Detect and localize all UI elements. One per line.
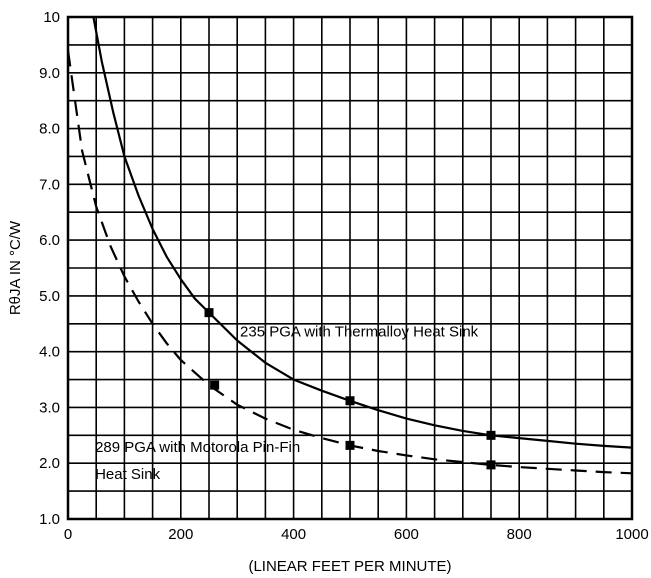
series-layer [66, 16, 633, 475]
y-tick-label: 5.0 [39, 288, 60, 305]
y-tick-label: 10 [43, 9, 60, 26]
y-tick-label: 4.0 [39, 344, 60, 361]
annotation-label: 289 PGA with Motorola Pin-Fin [95, 439, 300, 456]
y-tick-label: 1.0 [39, 511, 60, 528]
x-tick-labels: 0 200 400 600 800 1000 [64, 526, 649, 543]
y-tick-label: 9.0 [39, 65, 60, 82]
x-tick-label: 200 [168, 526, 193, 543]
plot-frame [66, 15, 634, 521]
x-axis-title: (LINEAR FEET PER MINUTE) [248, 558, 451, 575]
marker-layer [204, 308, 496, 470]
x-tick-label: 1000 [615, 526, 648, 543]
y-tick-label: 2.0 [39, 455, 60, 472]
annotation-label: 235 PGA with Thermalloy Heat Sink [240, 324, 479, 341]
series-2-marker [345, 440, 355, 450]
y-tick-label: 8.0 [39, 121, 60, 138]
x-tick-label: 400 [281, 526, 306, 543]
annotation-label: Heat Sink [95, 466, 161, 483]
x-tick-label: 0 [64, 526, 72, 543]
series-1-marker [345, 396, 355, 406]
x-tick-label: 800 [507, 526, 532, 543]
series-line-2 [66, 50, 633, 475]
series-line-1 [92, 16, 633, 449]
annotations: 235 PGA with Thermalloy Heat Sink 289 PGA… [95, 324, 479, 483]
y-tick-labels: 1.0 2.0 3.0 4.0 5.0 6.0 7.0 8.0 9.0 10 [39, 9, 60, 528]
series-2-marker [210, 380, 220, 390]
y-tick-label: 6.0 [39, 232, 60, 249]
x-tick-label: 600 [394, 526, 419, 543]
y-tick-label: 3.0 [39, 399, 60, 416]
series-1-marker [486, 430, 496, 440]
y-axis-title: RθJA IN °C/W [7, 220, 24, 315]
grid [68, 17, 632, 519]
series-2-marker [486, 460, 496, 470]
y-tick-label: 7.0 [39, 176, 60, 193]
series-1-marker [204, 308, 214, 318]
